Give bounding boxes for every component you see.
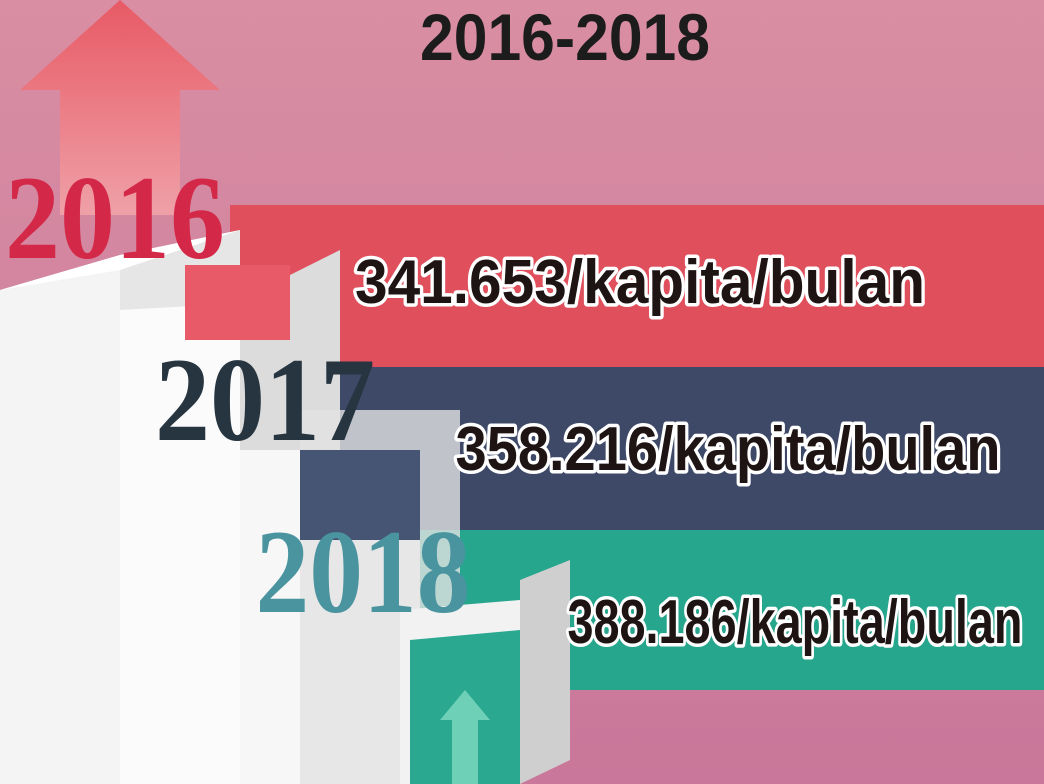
title: 2016-2018 [420, 0, 710, 74]
value-label: 388.186/kapita/bulan [568, 588, 1023, 657]
value-label: 358.216/kapita/bulan [456, 415, 1001, 484]
year-label: 2017 [155, 333, 375, 466]
infographic: 2016-2018 2016 341.653/kapita/bulan 2017… [0, 0, 1044, 784]
value-label: 341.653/kapita/bulan [355, 248, 925, 317]
year-label: 2016 [5, 151, 225, 284]
year-label: 2018 [256, 505, 471, 638]
